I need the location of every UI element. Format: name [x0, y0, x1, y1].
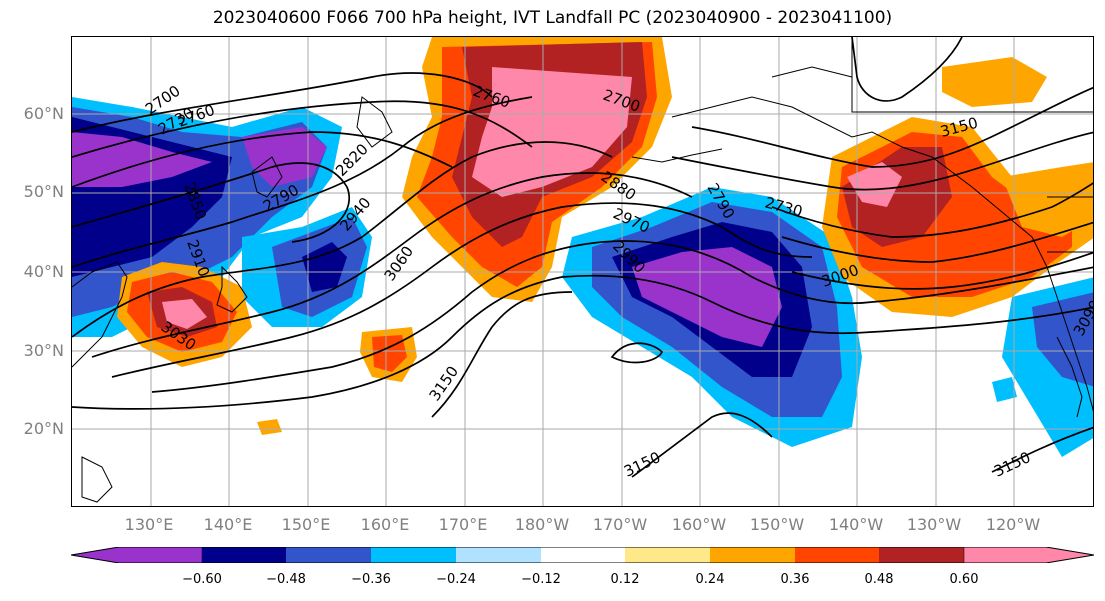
- contour-line: [781, 221, 1093, 263]
- colorbar-tick: −0.12: [521, 572, 561, 587]
- region-small-m024: [992, 377, 1017, 402]
- positive-anomaly-regions: [117, 37, 1093, 435]
- contour-line: [991, 426, 1093, 473]
- colorbar: [71, 547, 1094, 563]
- contour-line: [91, 172, 693, 358]
- contour-line: [72, 131, 453, 188]
- colorbar-tick: −0.48: [266, 572, 306, 587]
- colorbar-tick: 0.12: [610, 572, 640, 587]
- contour-line: [72, 141, 613, 338]
- colorbar-tick: 0.36: [780, 572, 810, 587]
- colorbar-segment: [202, 547, 286, 563]
- colorbar-tick: −0.36: [351, 572, 391, 587]
- contour-line: [151, 240, 1093, 393]
- colorbar-segment: [795, 547, 879, 563]
- colorbar-segment: [879, 547, 964, 563]
- lat-label-30n: 30°N: [23, 341, 64, 360]
- lon-label-120w: 120°W: [985, 515, 1041, 534]
- contour-line: [111, 202, 813, 378]
- colorbar-tick: 0.60: [949, 572, 979, 587]
- region-okhotsk-m060: [242, 127, 327, 187]
- lon-label-140e: 140°E: [203, 515, 253, 534]
- lat-label-20n: 20°N: [23, 419, 64, 438]
- height-contours: [72, 37, 1093, 478]
- lat-label-50n: 50°N: [23, 182, 64, 201]
- lon-label-160e: 160°E: [360, 515, 410, 534]
- colorbar-segment: [371, 547, 456, 563]
- lon-label-150e: 150°E: [281, 515, 331, 534]
- region-nwpac-m048: [302, 242, 347, 292]
- colorbar-segment: [71, 547, 203, 563]
- lon-label-150w: 150°W: [749, 515, 805, 534]
- region-nepac-p060: [847, 162, 902, 207]
- lon-label-170w: 170°W: [592, 515, 648, 534]
- colorbar-tick: 0.24: [695, 572, 725, 587]
- coast-baja: [1056, 336, 1083, 418]
- colorbar-segment: [456, 547, 541, 563]
- colorbar-segment: [963, 547, 1094, 563]
- lon-label-160w: 160°W: [671, 515, 727, 534]
- contour-line: [72, 100, 533, 158]
- colorbar-tick: −0.60: [182, 572, 222, 587]
- region-siberia-m060: [72, 132, 212, 187]
- lon-label-130w: 130°W: [906, 515, 962, 534]
- colorbar-segment: [541, 547, 625, 563]
- lon-label-170e: 170°E: [438, 515, 488, 534]
- contour-label: 3150: [621, 448, 663, 480]
- region-hawaii-p036: [372, 335, 407, 372]
- contour-line: [72, 274, 1093, 410]
- contour-line: [72, 162, 350, 243]
- map-canvas: 2700 2730 2760 2760 2700 2820 2790 2850 …: [72, 37, 1093, 506]
- coast-korea-japan: [216, 156, 283, 313]
- contour-line: [771, 182, 1093, 238]
- region-small-p024: [257, 419, 282, 435]
- contour-label: 3150: [991, 448, 1033, 480]
- lon-label-180w: 180°W: [514, 515, 570, 534]
- contour-line: [72, 96, 533, 268]
- contour-line: [631, 412, 773, 478]
- region-yukon-p024: [942, 57, 1047, 107]
- contour-line: [671, 131, 1093, 191]
- coast-philippines: [81, 456, 113, 503]
- colorbar-segment: [625, 547, 710, 563]
- colorbar-segment: [710, 547, 795, 563]
- coast-kamchatka: [356, 96, 393, 148]
- contour-line: [851, 37, 963, 102]
- region-plains-p024: [1002, 162, 1093, 237]
- contour-line: [72, 72, 493, 133]
- lat-label-60n: 60°N: [23, 104, 64, 123]
- contour-line: [431, 291, 573, 418]
- lon-label-130e: 130°E: [124, 515, 174, 534]
- colorbar-tick: −0.24: [436, 572, 476, 587]
- region-japan-p060: [162, 299, 207, 329]
- contour-line: [691, 86, 1093, 168]
- map-title: 2023040600 F066 700 hPa height, IVT Land…: [212, 8, 893, 28]
- contour-line: [791, 251, 1093, 290]
- contour-line: [610, 342, 664, 364]
- gridlines: [72, 37, 1093, 506]
- map-panel: 2700 2730 2760 2760 2700 2820 2790 2850 …: [71, 36, 1094, 507]
- coast-alaska: [671, 66, 1033, 238]
- coast-asia: [72, 261, 128, 368]
- colorbar-tick: 0.48: [864, 572, 894, 587]
- lat-label-40n: 40°N: [23, 262, 64, 281]
- region-bering-p060: [472, 67, 632, 197]
- colorbar-segment: [286, 547, 371, 563]
- contour-label: 3150: [426, 363, 463, 405]
- lon-label-140w: 140°W: [828, 515, 884, 534]
